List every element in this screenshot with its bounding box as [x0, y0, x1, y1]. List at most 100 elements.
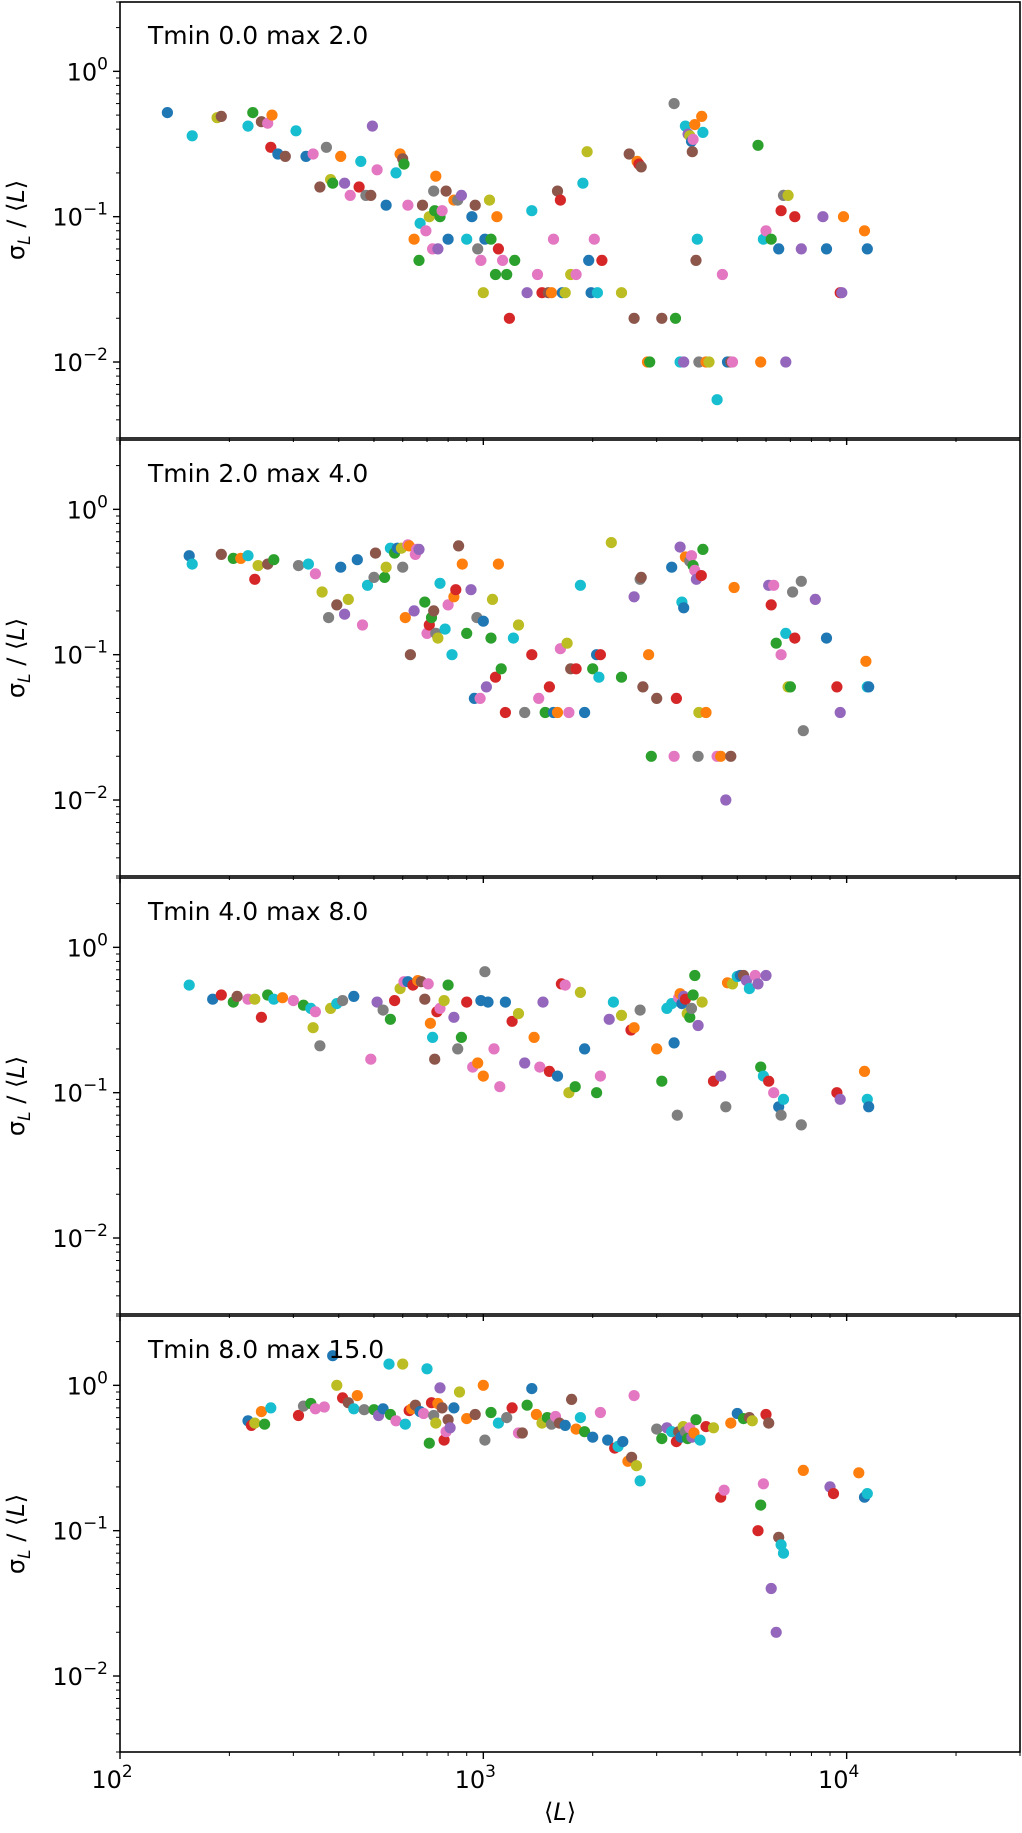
- data-point: [369, 547, 382, 559]
- data-point: [450, 584, 462, 596]
- panel-title: Tmin 8.0 max 15.0: [147, 1335, 384, 1364]
- data-point: [337, 995, 349, 1007]
- data-point: [276, 992, 289, 1004]
- data-point: [755, 1061, 767, 1073]
- data-point: [430, 170, 442, 182]
- panel-title: Tmin 0.0 max 2.0: [147, 21, 368, 50]
- data-point: [537, 996, 549, 1008]
- data-point: [720, 1101, 732, 1113]
- data-point: [834, 706, 846, 719]
- data-point: [316, 586, 328, 598]
- y-axis-label: σL / ⟨L⟩: [2, 1056, 35, 1136]
- data-point: [687, 989, 699, 1001]
- data-point: [420, 225, 432, 237]
- data-point: [645, 750, 657, 762]
- data-point: [501, 1412, 513, 1424]
- data-point: [605, 537, 617, 549]
- y-tick-label: 10−1: [52, 1076, 108, 1108]
- data-point: [499, 706, 511, 719]
- data-point: [526, 1383, 538, 1395]
- data-point: [389, 995, 401, 1007]
- data-point: [521, 1399, 533, 1411]
- y-tick-label: 100: [67, 492, 108, 524]
- data-point: [477, 287, 489, 299]
- data-point: [853, 1467, 865, 1479]
- data-point: [479, 966, 491, 978]
- data-point: [368, 571, 380, 584]
- data-point: [752, 139, 764, 151]
- data-point: [543, 1065, 556, 1077]
- data-point: [456, 558, 468, 570]
- axes-frame: [119, 1, 1021, 439]
- data-point: [775, 1539, 787, 1551]
- data-point: [242, 550, 254, 562]
- x-tick-label: 104: [818, 1762, 859, 1794]
- data-point: [760, 1408, 772, 1421]
- data-point: [634, 1004, 646, 1016]
- data-point: [432, 243, 444, 255]
- data-point: [516, 1427, 528, 1439]
- data-point: [358, 1404, 370, 1416]
- data-point: [215, 989, 227, 1001]
- data-point: [777, 1547, 790, 1559]
- data-point: [656, 312, 668, 324]
- data-point: [784, 681, 797, 693]
- data-point: [292, 1409, 305, 1422]
- data-point: [755, 356, 767, 368]
- data-point: [691, 233, 703, 245]
- data-point: [836, 287, 848, 299]
- data-point: [355, 155, 367, 167]
- data-point: [290, 125, 302, 137]
- data-point: [408, 233, 420, 245]
- data-point: [255, 1011, 267, 1023]
- data-point: [574, 579, 587, 591]
- data-point: [430, 1417, 442, 1429]
- data-point: [570, 1423, 582, 1435]
- data-point: [480, 681, 492, 693]
- data-point: [795, 575, 807, 587]
- data-point: [861, 243, 873, 255]
- data-point: [831, 681, 843, 693]
- data-point: [186, 130, 198, 142]
- data-point: [492, 243, 504, 255]
- data-point: [570, 268, 582, 281]
- data-point: [579, 1043, 591, 1055]
- data-point: [455, 189, 467, 201]
- data-point: [591, 287, 604, 299]
- data-point: [569, 1081, 581, 1093]
- data-point: [528, 1031, 540, 1043]
- data-point: [428, 605, 440, 617]
- data-point: [436, 1402, 448, 1414]
- data-point: [707, 1422, 720, 1434]
- data-point: [554, 194, 567, 206]
- data-point: [331, 599, 343, 611]
- data-point: [684, 1011, 696, 1023]
- data-point: [503, 312, 515, 324]
- data-point: [574, 1412, 587, 1424]
- data-point: [479, 1434, 491, 1446]
- data-point: [570, 663, 582, 675]
- data-point: [651, 1043, 663, 1055]
- data-point: [452, 1043, 464, 1055]
- data-point: [668, 1037, 680, 1049]
- data-point: [397, 1358, 409, 1370]
- data-point: [863, 681, 875, 693]
- data-point: [594, 1070, 607, 1082]
- data-point: [161, 107, 173, 119]
- data-point: [472, 1057, 484, 1069]
- data-point: [512, 1008, 525, 1020]
- data-point: [427, 1031, 439, 1043]
- data-point: [711, 394, 723, 406]
- data-point: [795, 243, 807, 255]
- data-point: [249, 573, 261, 585]
- data-point: [587, 1431, 599, 1443]
- y-tick-label: 10−2: [52, 1659, 108, 1691]
- data-point: [442, 233, 454, 245]
- data-point: [398, 158, 410, 170]
- data-point: [686, 146, 698, 158]
- data-point: [488, 1043, 500, 1055]
- data-point: [789, 211, 801, 223]
- data-point: [440, 185, 452, 197]
- axes-frame: [119, 1315, 1021, 1753]
